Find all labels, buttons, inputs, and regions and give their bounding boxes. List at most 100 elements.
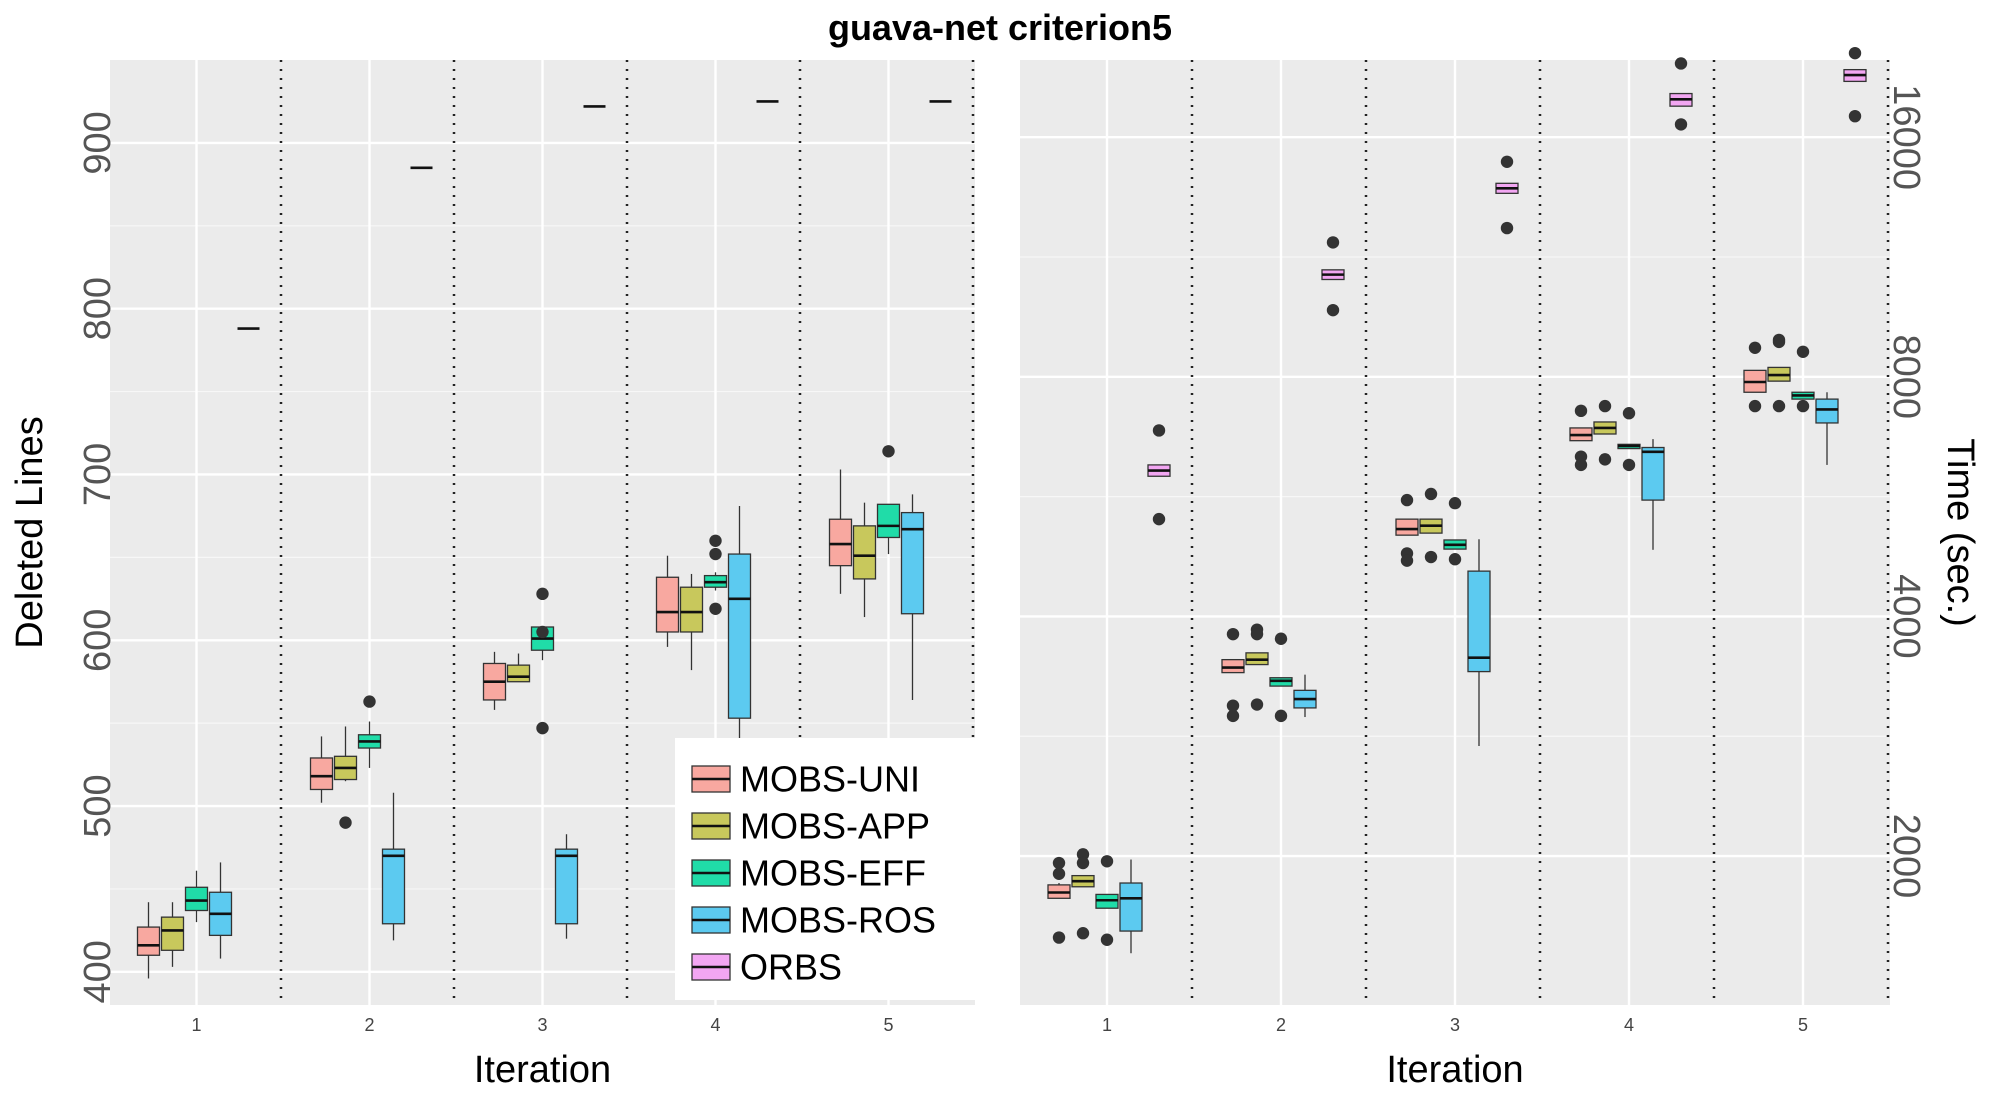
box-body (381, 848, 406, 925)
outlier-point (1152, 512, 1166, 526)
box-mobs-eff-iter-5 (876, 445, 901, 555)
box-mobs-app-iter-3 (1419, 487, 1443, 564)
box-mobs-app-iter-3 (506, 653, 531, 683)
outlier-point (1076, 856, 1090, 870)
box-body (506, 664, 531, 683)
box-orbs-iter-3 (1495, 155, 1519, 235)
outlier-point (1052, 931, 1066, 944)
outlier-point (1848, 109, 1862, 123)
outlier-point (1500, 155, 1514, 168)
outlier-point (1574, 404, 1588, 418)
box-mobs-ros-iter-4 (1641, 439, 1665, 550)
box-mobs-app-iter-5 (1767, 333, 1791, 413)
outlier-point (1598, 453, 1612, 466)
outlier-point (1100, 933, 1114, 946)
panel-time: 2000 4000 8000 16000 1 2 3 4 5 Iteration Time (sec… (1020, 46, 1981, 1091)
box-mobs-app-iter-1 (1071, 848, 1095, 940)
outlier-point (1748, 399, 1762, 413)
y-tick-label: 2000 (1885, 814, 1927, 899)
outlier-point (1424, 550, 1438, 564)
box-mobs-app-iter-2 (1245, 623, 1269, 711)
box-mobs-app-iter-4 (679, 573, 704, 671)
box-mobs-eff-iter-2 (1269, 632, 1293, 723)
y-tick-label: 400 (77, 940, 119, 1003)
box-mobs-uni-iter-1 (136, 902, 161, 979)
x-tick-label: 2 (364, 1015, 374, 1035)
y-tick-label: 4000 (1885, 574, 1927, 659)
box-mobs-app-iter-1 (160, 902, 185, 967)
outlier-point (1076, 927, 1090, 940)
box-mobs-eff-iter-2 (357, 695, 382, 768)
box-mobs-uni-iter-5 (1743, 341, 1767, 413)
outlier-point (709, 602, 722, 615)
box-mobs-ros-iter-1 (1119, 859, 1143, 954)
y-tick-label: 8000 (1885, 335, 1927, 420)
box-body (1395, 518, 1419, 536)
x-tick-label: 3 (537, 1015, 547, 1035)
outlier-point (1598, 399, 1612, 413)
outlier-point (1226, 699, 1240, 712)
outlier-point (1500, 221, 1514, 235)
outlier-point (1448, 496, 1462, 510)
outlier-point (1052, 856, 1066, 870)
outlier-point (363, 695, 376, 708)
outlier-point (1274, 709, 1288, 723)
outlier-point (339, 816, 352, 829)
x-tick-label: 1 (191, 1015, 201, 1035)
box-mobs-ros-iter-4 (727, 505, 752, 757)
x-tick-label: 5 (883, 1015, 893, 1035)
outlier-point (1748, 341, 1762, 354)
box-mobs-eff-iter-3 (1443, 496, 1467, 566)
box-mobs-app-iter-4 (1593, 399, 1617, 466)
legend-label: MOBS-APP (740, 806, 930, 847)
x-tick-label: 4 (710, 1015, 720, 1035)
outlier-point (709, 547, 722, 561)
outlier-point (1226, 627, 1240, 641)
outlier-point (1400, 493, 1414, 507)
x-tick-label: 1 (1102, 1015, 1112, 1035)
outlier-point (1076, 848, 1090, 861)
box-mobs-eff-iter-5 (1791, 345, 1815, 413)
x-tick-label: 4 (1624, 1015, 1634, 1035)
box-body (309, 757, 334, 791)
outlier-point (536, 625, 549, 639)
x-tick-label: 5 (1798, 1015, 1808, 1035)
box-mobs-uni-iter-1 (1047, 856, 1071, 944)
box-body (1119, 882, 1143, 932)
box-body (1641, 446, 1665, 501)
outlier-point (1574, 458, 1588, 472)
y-axis-label: Time (sec.) (1939, 438, 1981, 627)
box-orbs-iter-1 (1147, 424, 1171, 526)
box-mobs-uni-iter-5 (828, 469, 853, 594)
legend-label: MOBS-UNI (740, 759, 920, 800)
outlier-point (882, 445, 895, 458)
chart-title: guava-net criterion5 (828, 7, 1172, 48)
outlier-point (709, 534, 722, 547)
outlier-point (536, 721, 549, 735)
outlier-point (1326, 303, 1340, 317)
box-mobs-eff-iter-1 (184, 870, 209, 923)
box-body (184, 886, 209, 912)
outlier-point (1674, 118, 1688, 131)
box-body (1815, 398, 1839, 424)
y-tick-label: 900 (77, 111, 119, 174)
outlier-point (1250, 698, 1264, 711)
y-tick-label: 500 (77, 774, 119, 837)
box-mobs-app-iter-5 (852, 502, 877, 618)
box-mobs-uni-iter-4 (655, 555, 680, 647)
box-body (1467, 570, 1491, 673)
box-body (900, 511, 925, 615)
box-orbs-iter-5 (1843, 46, 1867, 123)
box-body (136, 926, 161, 956)
box-orbs-iter-4 (1669, 57, 1693, 131)
outlier-point (1250, 627, 1264, 641)
y-tick-label: 600 (77, 609, 119, 672)
box-mobs-ros-iter-5 (900, 494, 925, 700)
box-mobs-uni-iter-3 (1395, 493, 1419, 567)
legend-label: MOBS-EFF (740, 853, 926, 894)
box-mobs-ros-iter-3 (1467, 539, 1491, 746)
outlier-point (1226, 709, 1240, 723)
y-tick-label: 16000 (1885, 84, 1927, 190)
outlier-point (536, 587, 549, 601)
